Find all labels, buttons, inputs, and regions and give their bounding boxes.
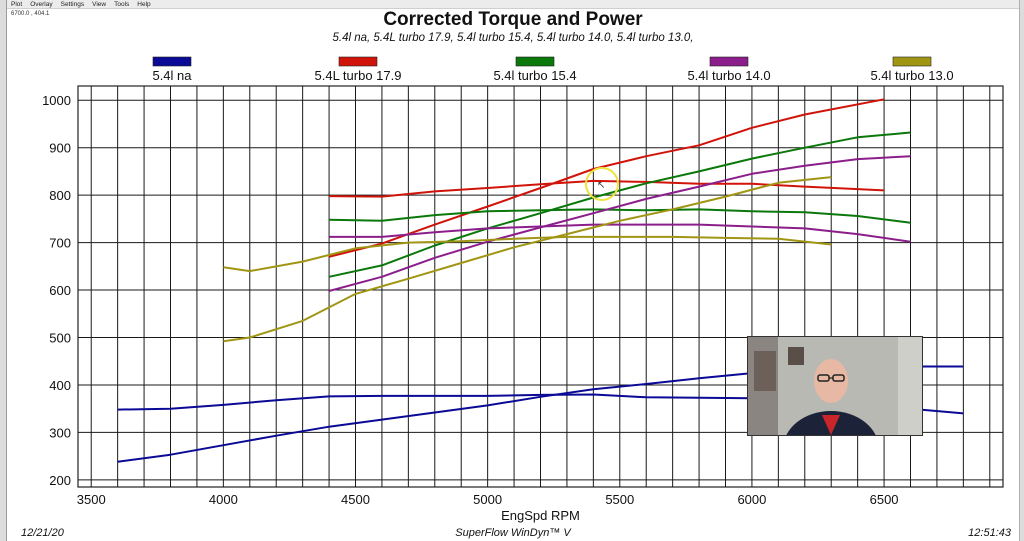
legend-swatch-1	[338, 56, 378, 67]
x-tick-label: 6000	[737, 492, 766, 507]
menu-bar: Plot Overlay Settings View Tools Help	[7, 0, 1019, 9]
y-tick-label: 600	[49, 283, 71, 298]
legend-swatch-2	[515, 56, 555, 67]
chart-canvas[interactable]: 3500 4000 4500 5000 5500 6000 6500 200 300 400 500…	[7, 0, 1019, 541]
x-tick-label: 4000	[209, 492, 238, 507]
legend-swatch-3	[709, 56, 749, 67]
y-tick-label: 900	[49, 141, 71, 156]
y-tick-label: 800	[49, 188, 71, 203]
legend-swatch-4	[892, 56, 932, 67]
footer-date: 12/21/20	[21, 527, 64, 539]
cursor-highlight-ring	[585, 167, 619, 201]
y-tick-label: 400	[49, 378, 71, 393]
legend-label-4: 5.4l turbo 13.0	[870, 68, 953, 83]
x-tick-label: 5500	[605, 492, 634, 507]
legend-swatch-0	[152, 56, 192, 67]
legend-label-0: 5.4l na	[152, 68, 192, 83]
legend-label-3: 5.4l turbo 14.0	[687, 68, 770, 83]
footer-product-name: SuperFlow WinDyn™ V	[455, 527, 571, 539]
menu-settings[interactable]: Settings	[60, 1, 85, 8]
menu-plot[interactable]: Plot	[11, 1, 23, 8]
footer-time: 12:51:43	[968, 527, 1011, 539]
y-tick-label: 200	[49, 473, 71, 488]
presenter-webcam-overlay	[747, 336, 923, 436]
legend-label-1: 5.4L turbo 17.9	[315, 68, 402, 83]
menu-tools[interactable]: Tools	[114, 1, 130, 8]
x-axis-label: EngSpd RPM	[501, 508, 580, 523]
y-tick-label: 700	[49, 236, 71, 251]
series-line-4-power	[223, 176, 832, 343]
grid-lines	[78, 86, 1003, 487]
x-tick-label: 5000	[473, 492, 502, 507]
y-tick-label: 500	[49, 331, 71, 346]
x-tick-label: 3500	[77, 492, 106, 507]
windyn-app-window: Plot Overlay Settings View Tools Help 67…	[6, 0, 1020, 541]
y-tick-label: 1000	[42, 93, 71, 108]
chart-title: Corrected Torque and Power	[383, 9, 643, 30]
coordinate-readout: 6700.0 , 404.1	[11, 11, 50, 17]
x-tick-label: 4500	[341, 492, 370, 507]
y-tick-label: 300	[49, 425, 71, 440]
series-line-2-power	[328, 131, 911, 278]
x-tick-label: 6500	[870, 492, 899, 507]
series-line-4-torque	[223, 235, 832, 273]
series-line-3-power	[328, 155, 911, 292]
legend-label-2: 5.4l turbo 15.4	[493, 68, 576, 83]
mouse-pointer-icon: ↖	[597, 180, 606, 191]
series-line-2-torque	[329, 208, 911, 224]
series-line-3-torque	[329, 223, 911, 243]
menu-overlay[interactable]: Overlay	[30, 1, 53, 8]
chart-subtitle: 5.4l na, 5.4L turbo 17.9, 5.4l turbo 15.…	[332, 32, 694, 44]
menu-view[interactable]: View	[92, 1, 107, 8]
menu-help[interactable]: Help	[137, 1, 151, 8]
